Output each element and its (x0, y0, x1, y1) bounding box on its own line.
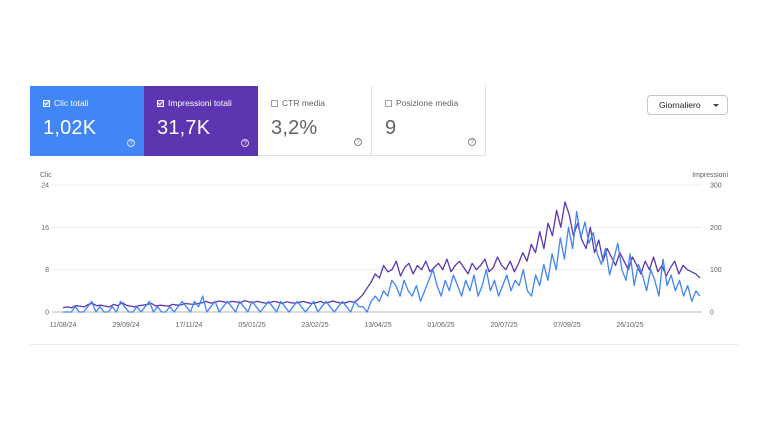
y-tick-right: 200 (710, 225, 722, 232)
help-icon[interactable]: ? (354, 138, 362, 146)
left-axis-title: Clic (40, 172, 52, 179)
metric-card-position[interactable]: Posizione media 9 ? (372, 86, 486, 156)
y-tick-left: 24 (41, 183, 49, 190)
caret-down-icon (713, 104, 719, 107)
x-tick-label: 17/11/24 (176, 322, 203, 329)
metric-label: Clic totali (54, 98, 89, 108)
chart-canvas: Clic Impressioni 0 0 8 100 16 200 24 300 11/08/24 2… (40, 172, 728, 329)
performance-panel: Clic totali 1,02K ? Impressioni totali 3… (30, 85, 738, 347)
help-icon[interactable]: ? (241, 139, 249, 147)
metric-card-impressions[interactable]: Impressioni totali 31,7K ? (144, 86, 258, 156)
metric-value: 1,02K (43, 117, 97, 139)
checkbox-unchecked-icon[interactable] (271, 99, 278, 107)
x-tick-label: 01/06/25 (427, 322, 454, 329)
x-tick-label: 26/10/25 (616, 322, 643, 329)
metric-label: CTR media (282, 98, 325, 108)
metric-value: 31,7K (157, 117, 211, 139)
granularity-selected: Giornaliero (659, 100, 701, 110)
metric-value: 9 (385, 117, 397, 139)
y-tick-left: 16 (41, 225, 49, 232)
series-line-impressions (62, 201, 701, 309)
x-tick-label: 11/08/24 (50, 322, 77, 329)
help-icon[interactable]: ? (468, 138, 476, 146)
metric-cards: Clic totali 1,02K ? Impressioni totali 3… (30, 86, 486, 156)
y-tick-left: 0 (45, 310, 49, 317)
y-tick-right: 0 (710, 310, 714, 317)
checkbox-checked-icon[interactable] (43, 99, 50, 107)
help-icon[interactable]: ? (127, 139, 135, 147)
metric-value: 3,2% (271, 117, 318, 139)
checkbox-checked-icon[interactable] (157, 99, 164, 107)
y-tick-left: 8 (45, 267, 49, 274)
y-tick-right: 300 (710, 183, 722, 190)
x-tick-label: 05/01/25 (238, 322, 265, 329)
divider (30, 344, 738, 345)
x-tick-label: 13/04/25 (364, 322, 391, 329)
metric-label: Impressioni totali (168, 98, 232, 108)
y-tick-right: 100 (710, 267, 722, 274)
metric-card-ctr[interactable]: CTR media 3,2% ? (258, 86, 372, 156)
x-tick-label: 29/09/24 (112, 322, 139, 329)
x-tick-label: 23/02/25 (301, 322, 328, 329)
granularity-dropdown[interactable]: Giornaliero (647, 95, 728, 115)
x-tick-label: 07/09/25 (553, 322, 580, 329)
performance-chart: Clic Impressioni 0 0 8 100 16 200 24 300 11/08/24 2… (30, 170, 738, 330)
right-axis-title: Impressioni (692, 172, 728, 179)
x-tick-label: 20/07/25 (490, 322, 517, 329)
series-line-clicks (63, 210, 701, 313)
metric-label: Posizione media (396, 98, 459, 108)
metric-card-clicks[interactable]: Clic totali 1,02K ? (30, 86, 144, 156)
checkbox-unchecked-icon[interactable] (385, 99, 392, 107)
